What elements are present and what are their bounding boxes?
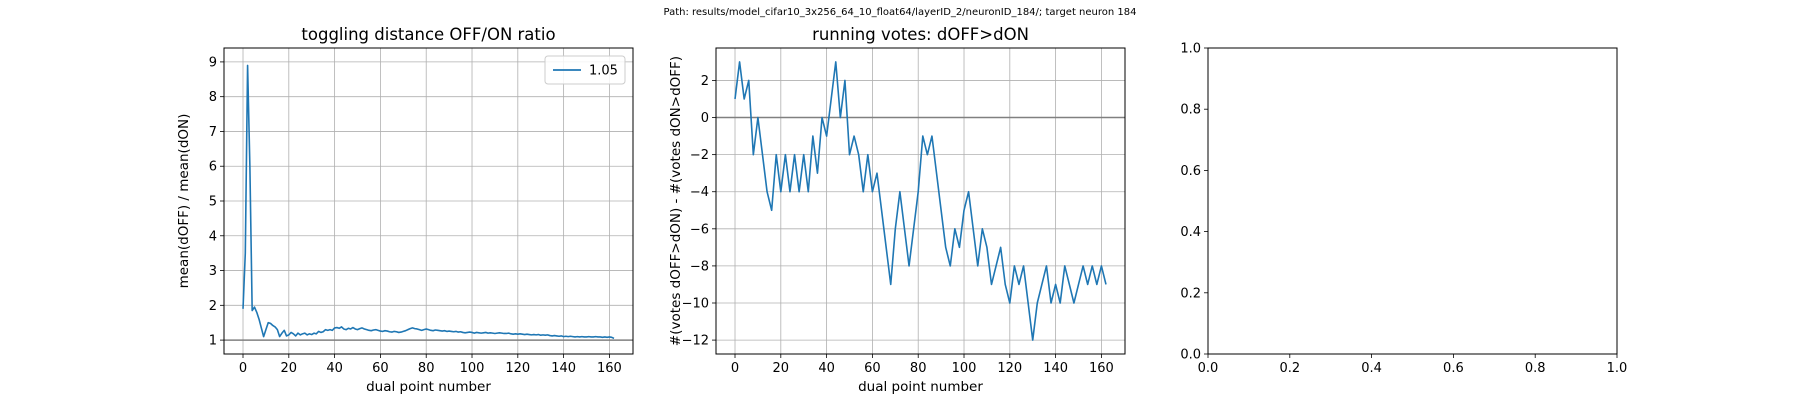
y-tick-label: −2 (690, 148, 709, 163)
x-tick-label: 0.6 (1443, 361, 1464, 376)
x-tick-label: 20 (281, 361, 298, 376)
y-tick-label: 6 (209, 160, 217, 175)
axes-title: running votes: dOFF>dON (812, 25, 1029, 44)
legend-label: 1.05 (589, 64, 618, 79)
x-tick-label: 0 (731, 361, 739, 376)
x-tick-label: 40 (326, 361, 343, 376)
x-tick-label: 100 (460, 361, 485, 376)
axes-title: toggling distance OFF/ON ratio (301, 25, 555, 44)
x-tick-label: 80 (418, 361, 435, 376)
y-tick-label: −4 (690, 185, 709, 200)
y-tick-label: −10 (682, 297, 709, 312)
x-tick-label: 140 (551, 361, 576, 376)
x-axis-label: dual point number (366, 379, 491, 395)
y-tick-label: 9 (209, 55, 217, 70)
x-tick-label: 0.8 (1525, 361, 1546, 376)
axes-frame (1207, 47, 1618, 355)
legend: 1.05 (544, 55, 626, 85)
y-tick-label: 3 (209, 264, 217, 279)
x-tick-label: 100 (952, 361, 977, 376)
y-tick-label: 2 (701, 74, 709, 89)
series-line (242, 64, 615, 340)
y-tick-label: 1.0 (1180, 42, 1201, 57)
x-axis-label: dual point number (858, 379, 983, 395)
y-tick-label: 2 (209, 299, 217, 314)
x-tick-label: 0.2 (1279, 361, 1300, 376)
y-tick-label: 0.4 (1180, 225, 1201, 240)
axes-frame (715, 47, 1126, 355)
y-axis-label: #(votes dOFF>dON) - #(votes dON>dOFF) (668, 56, 684, 346)
x-tick-label: 80 (910, 361, 927, 376)
x-tick-label: 120 (505, 361, 530, 376)
y-tick-label: 0.2 (1180, 286, 1201, 301)
y-tick-label: 5 (209, 195, 217, 210)
axes-toggling-ratio: 0 20 40 60 80 100 120 140 160 1 2 3 4 5 6 7 8 9 toggling d… (176, 25, 634, 395)
x-tick-label: 0 (239, 361, 247, 376)
legend-box (544, 55, 626, 85)
axes-empty: 0.0 0.2 0.4 0.6 0.8 1.0 0.0 0.2 0.4 0.6 0.8 1.0 (1180, 42, 1627, 377)
x-tick-label: 60 (864, 361, 881, 376)
x-tick-label: 0.0 (1198, 361, 1219, 376)
y-tick-label: −6 (690, 222, 709, 237)
x-tick-label: 140 (1043, 361, 1068, 376)
y-tick-label: 1 (209, 334, 217, 349)
x-tick-label: 160 (597, 361, 622, 376)
series-line (734, 61, 1107, 341)
y-tick-label: 8 (209, 90, 217, 105)
y-tick-label: 0.0 (1180, 348, 1201, 363)
x-tick-label: 20 (773, 361, 790, 376)
axes-running-votes: 0 20 40 60 80 100 120 140 16020−2−4−6−8−10−12run… (668, 25, 1126, 395)
y-axis-label: mean(dOFF) / mean(dON) (176, 114, 192, 289)
x-tick-label: 60 (372, 361, 389, 376)
y-tick-label: 4 (209, 229, 217, 244)
y-tick-label: 0 (701, 111, 709, 126)
y-tick-label: 0.6 (1180, 164, 1201, 179)
x-tick-label: 120 (997, 361, 1022, 376)
x-tick-label: 40 (818, 361, 835, 376)
x-tick-label: 0.4 (1361, 361, 1382, 376)
figure-suptitle: Path: results/model_cifar10_3x256_64_10_… (664, 7, 1137, 18)
y-tick-label: 0.8 (1180, 103, 1201, 118)
y-tick-label: 7 (209, 125, 217, 140)
x-tick-label: 160 (1089, 361, 1114, 376)
x-tick-label: 1.0 (1607, 361, 1628, 376)
y-tick-label: −12 (682, 334, 709, 349)
y-tick-label: −8 (690, 259, 709, 274)
